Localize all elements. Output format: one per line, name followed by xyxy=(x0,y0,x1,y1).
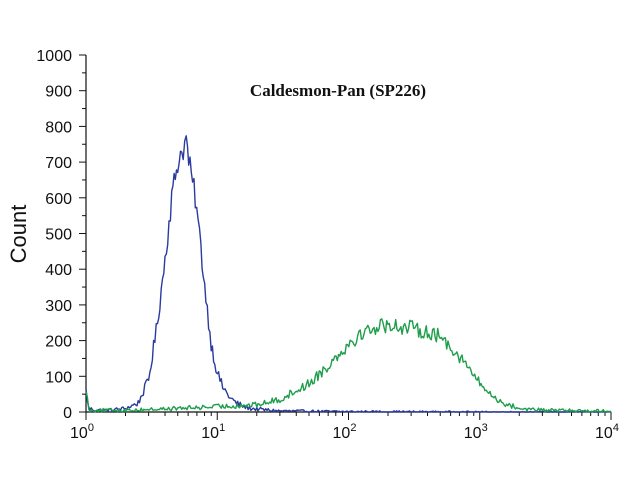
y-tick-label: 800 xyxy=(45,119,72,136)
x-tick-base: 10 xyxy=(333,425,351,442)
x-tick-exponent: 3 xyxy=(482,422,488,434)
y-axis-label: Count xyxy=(6,205,31,264)
y-tick-label: 700 xyxy=(45,155,72,172)
x-tick-label: 103 xyxy=(464,422,488,442)
x-tick-label: 100 xyxy=(70,422,94,442)
series-layer xyxy=(85,135,612,413)
y-tick-label: 1000 xyxy=(36,48,72,65)
y-tick-label: 0 xyxy=(63,405,72,422)
x-tick-base: 10 xyxy=(595,425,613,442)
x-tick-base: 10 xyxy=(201,425,219,442)
y-tick-label: 200 xyxy=(45,334,72,351)
x-tick-exponent: 2 xyxy=(350,422,356,434)
y-tick-label: 300 xyxy=(45,298,72,315)
x-tick-label: 102 xyxy=(333,422,357,442)
x-tick-exponent: 1 xyxy=(219,422,225,434)
x-tick-exponent: 0 xyxy=(88,422,94,434)
y-tick-label: 900 xyxy=(45,84,72,101)
x-tick-base: 10 xyxy=(464,425,482,442)
labels-layer: Caldesmon-Pan (SP226) Count xyxy=(6,81,426,263)
y-tick-label: 400 xyxy=(45,262,72,279)
y-tick-label: 500 xyxy=(45,227,72,244)
y-tick-label: 100 xyxy=(45,369,72,386)
series-line-2 xyxy=(85,318,612,413)
series-line-1 xyxy=(85,135,612,413)
y-tick-label: 600 xyxy=(45,191,72,208)
chart-title: Caldesmon-Pan (SP226) xyxy=(250,81,426,100)
x-tick-base: 10 xyxy=(70,425,88,442)
x-tick-label: 104 xyxy=(595,422,619,442)
x-tick-label: 101 xyxy=(201,422,225,442)
x-tick-exponent: 4 xyxy=(613,422,619,434)
